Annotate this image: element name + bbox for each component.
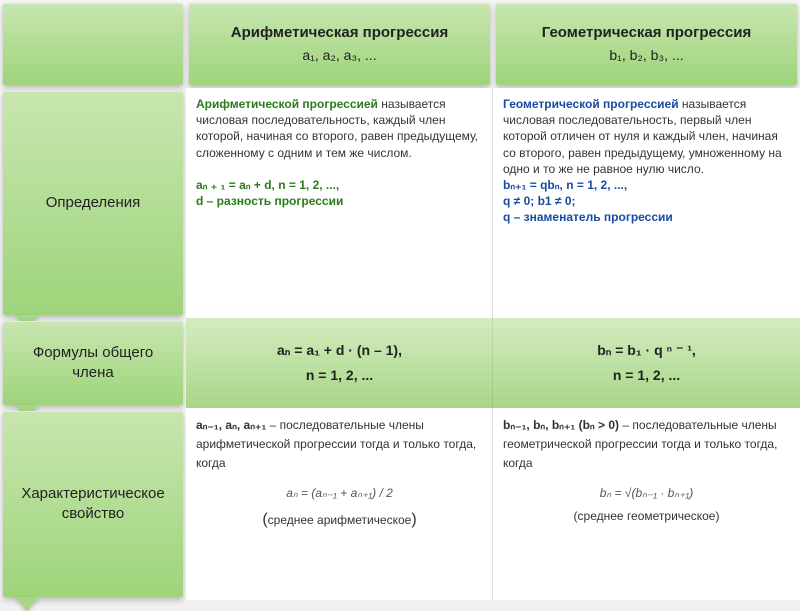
def-geom-f1: bₙ₊₁ = qbₙ, n = 1, 2, ..., (503, 178, 627, 192)
corner-cell (3, 3, 183, 85)
def-arith-f1: aₙ ₊ ₁ = aₙ + d, n = 1, 2, ..., (196, 178, 339, 192)
formula-geometric: bₙ = b₁ · q ⁿ ⁻ ¹, n = 1, 2, ... (493, 318, 800, 408)
def-geometric: Геометрической прогрессией называется чи… (493, 88, 800, 318)
char-geom-seq: bₙ₋₁, bₙ, bₙ₊₁ (bₙ > 0) (503, 418, 619, 432)
char-geom-formula: bₙ = √(bₙ₋₁ · bₙ₊₁) (600, 484, 694, 503)
formula-arith-2: n = 1, 2, ... (196, 366, 483, 385)
char-arith-formula: aₙ = (aₙ₋₁ + aₙ₊₁) / 2 (286, 484, 393, 503)
formula-geom-1: bₙ = b₁ · q ⁿ ⁻ ¹, (503, 341, 790, 360)
row-label-characteristic: Характеристическое свойство (3, 411, 183, 597)
formula-arith-1: aₙ = a₁ + d · (n – 1), (196, 341, 483, 360)
header-arithmetic-sub: a₁, a₂, a₃, ... (199, 46, 480, 65)
header-arithmetic-title: Арифметическая прогрессия (199, 23, 480, 43)
def-arith-f2: d – разность прогрессии (196, 194, 343, 208)
def-geom-f3: q – знаменатель прогрессии (503, 210, 673, 224)
header-arithmetic: Арифметическая прогрессия a₁, a₂, a₃, ..… (189, 3, 490, 85)
header-geometric: Геометрическая прогрессия b₁, b₂, b₃, ..… (496, 3, 797, 85)
row-label-definitions: Определения (3, 91, 183, 315)
char-arithmetic: aₙ₋₁, aₙ, aₙ₊₁ – последовательные члены … (186, 408, 493, 600)
header-geometric-sub: b₁, b₂, b₃, ... (506, 46, 787, 65)
formula-arithmetic: aₙ = a₁ + d · (n – 1), n = 1, 2, ... (186, 318, 493, 408)
char-arith-seq: aₙ₋₁, aₙ, aₙ₊₁ (196, 418, 266, 432)
def-arith-lead: Арифметической прогрессией (196, 97, 378, 111)
row-label-formula: Формулы общего члена (3, 321, 183, 405)
char-geom-note: (среднее геометрическое) (574, 509, 720, 523)
progression-table: Арифметическая прогрессия a₁, a₂, a₃, ..… (0, 0, 800, 600)
header-geometric-title: Геометрическая прогрессия (506, 23, 787, 43)
def-geom-f2: q ≠ 0; b1 ≠ 0; (503, 194, 576, 208)
formula-geom-2: n = 1, 2, ... (503, 366, 790, 385)
def-arithmetic: Арифметической прогрессией называется чи… (186, 88, 493, 318)
char-arith-note: среднее арифметическое (268, 513, 412, 527)
char-geometric: bₙ₋₁, bₙ, bₙ₊₁ (bₙ > 0) – последовательн… (493, 408, 800, 600)
def-geom-lead: Геометрической прогрессией (503, 97, 679, 111)
